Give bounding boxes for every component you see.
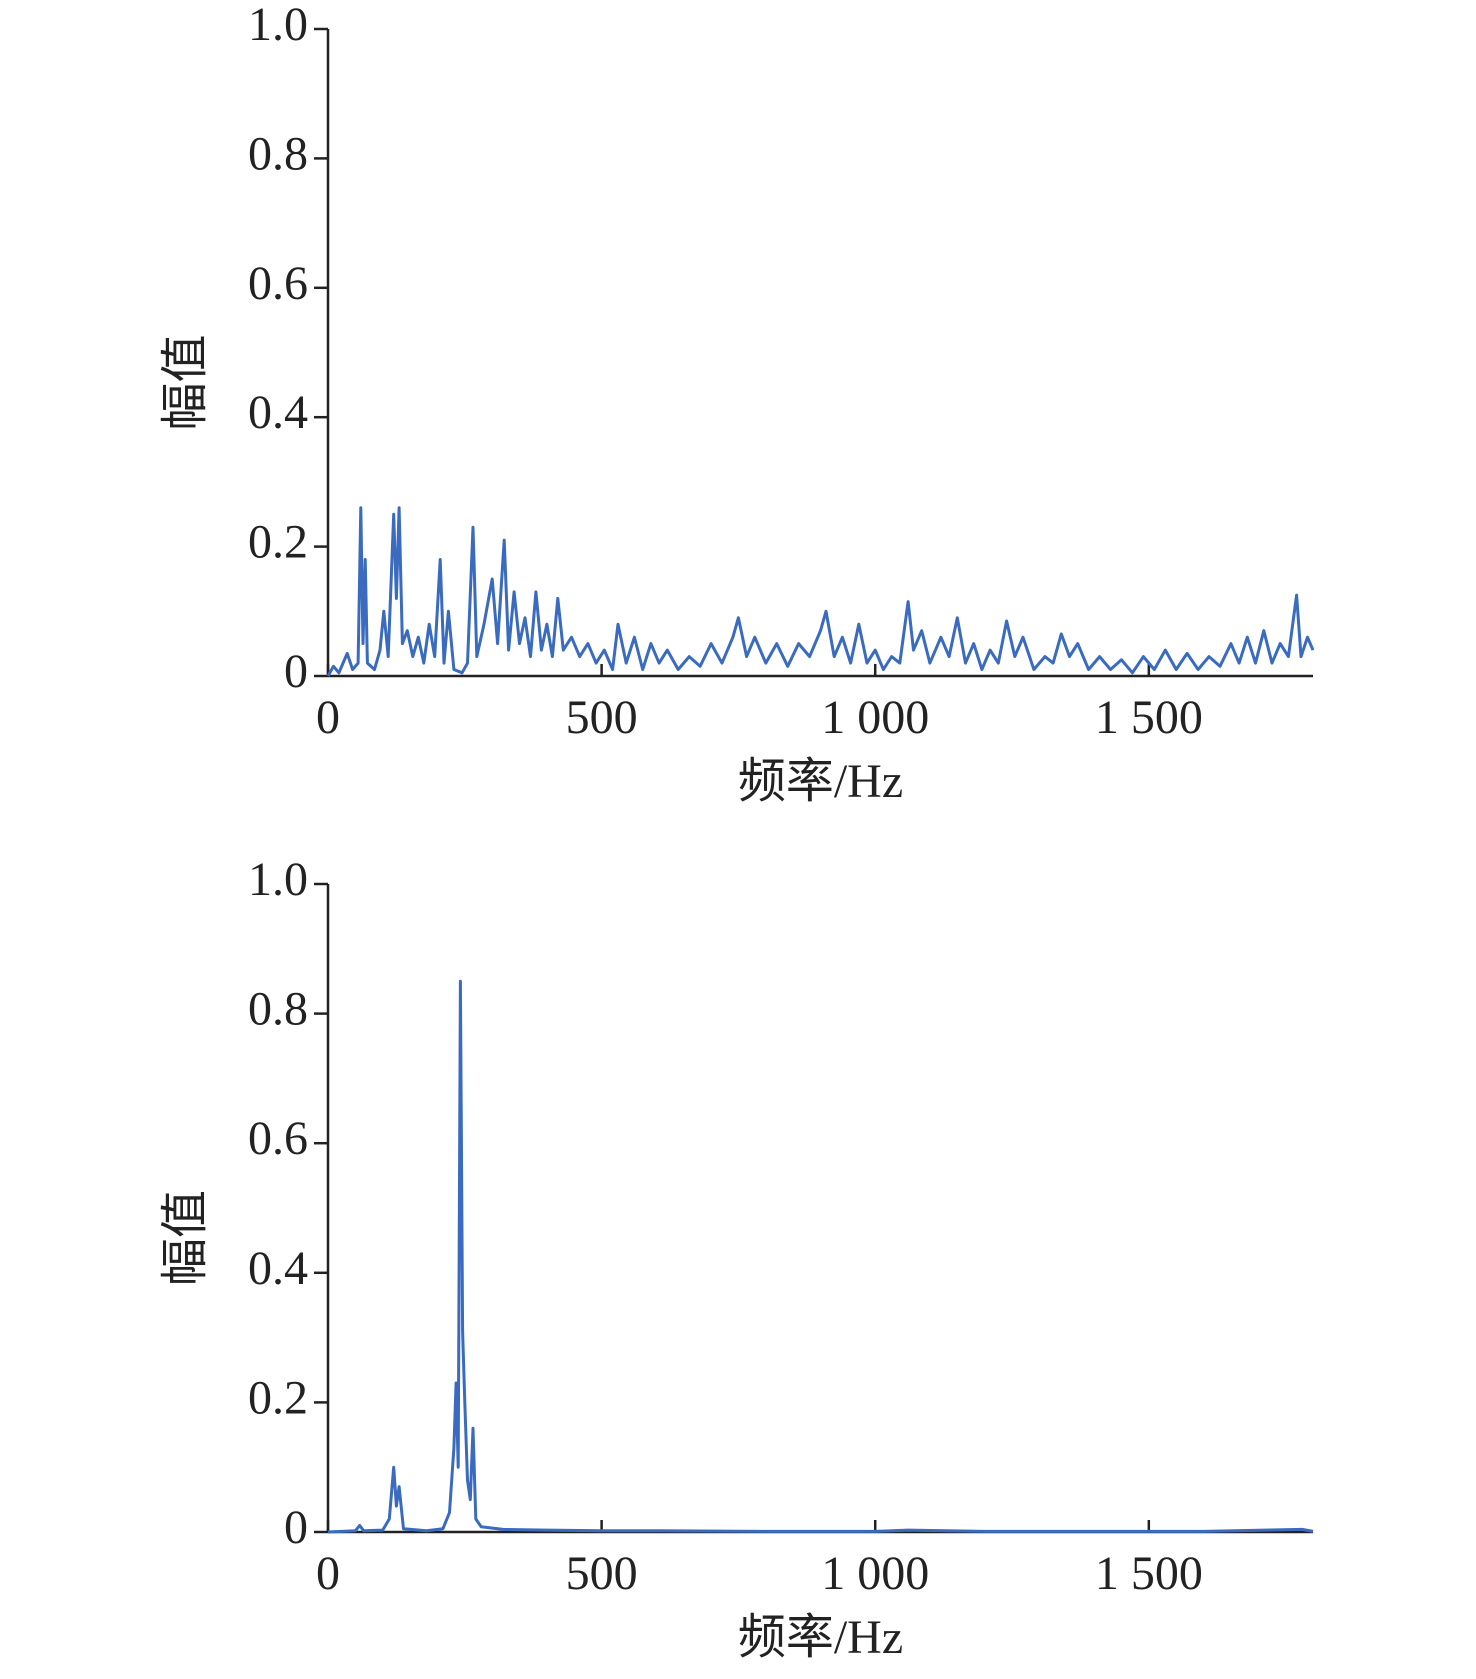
y-tick-label: 0.6 (248, 257, 308, 310)
x-tick-label: 0 (316, 1547, 340, 1600)
y-tick-label: 0.2 (248, 1371, 308, 1424)
y-tick-label: 1.0 (248, 0, 308, 51)
x-tick-label: 1 500 (1095, 1547, 1203, 1600)
x-tick-label: 500 (566, 691, 638, 744)
x-tick-label: 1 000 (821, 1547, 929, 1600)
y-tick-label: 0.4 (248, 1242, 308, 1295)
y-tick-label: 0.4 (248, 386, 308, 439)
x-axis-label: 频率/Hz (738, 755, 903, 808)
x-tick-label: 500 (566, 1547, 638, 1600)
x-tick-label: 1 000 (821, 691, 929, 744)
y-tick-label: 0 (284, 1501, 308, 1554)
x-tick-label: 0 (316, 691, 340, 744)
y-tick-label: 0.8 (248, 127, 308, 180)
x-tick-label: 1 500 (1095, 691, 1203, 744)
y-axis-label: 幅值 (159, 334, 212, 430)
spectrum-line (327, 979, 1314, 1534)
y-tick-label: 1.0 (248, 853, 308, 906)
y-tick-label: 0.2 (248, 516, 308, 569)
y-axis-label: 幅值 (159, 1190, 212, 1286)
y-tick-label: 0.8 (248, 983, 308, 1036)
spectrum-line (326, 506, 1315, 677)
x-axis-label: 频率/Hz (738, 1611, 903, 1664)
y-tick-label: 0.6 (248, 1112, 308, 1165)
y-tick-label: 0 (284, 645, 308, 698)
